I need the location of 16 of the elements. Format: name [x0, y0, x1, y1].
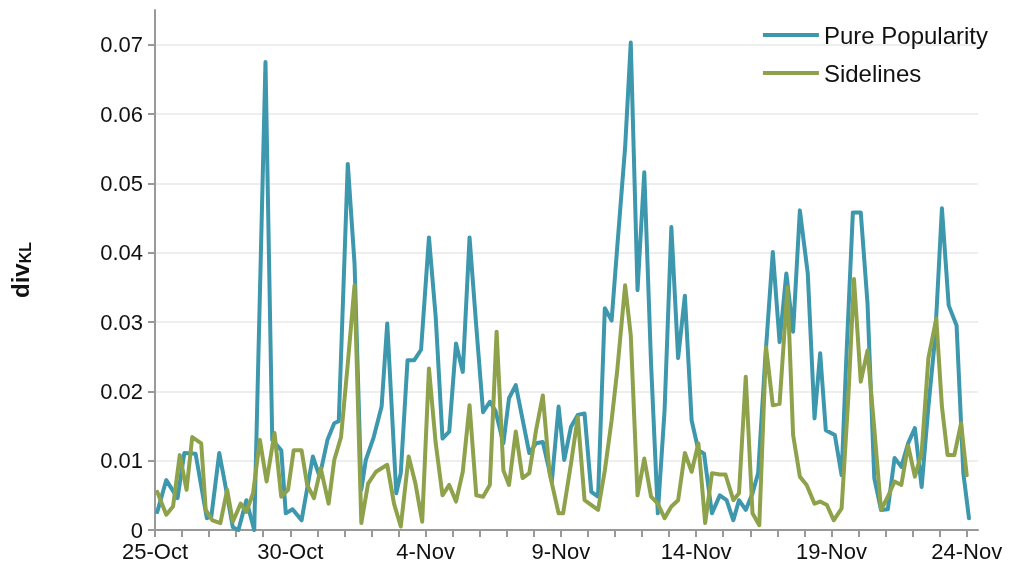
y-axis-title: divKL [6, 241, 34, 299]
y-tick-label: 0.07 [100, 32, 143, 58]
x-tick-label: 19-Nov [795, 538, 867, 564]
x-tick-label: 9-Nov [531, 538, 591, 564]
x-tick-label: 14-Nov [660, 538, 732, 564]
x-tick-label: 30-Oct [257, 538, 324, 564]
y-tick-label: 0.01 [100, 448, 143, 474]
y-tick-label: 0.04 [100, 240, 143, 266]
legend-label: Pure Popularity [823, 21, 989, 49]
y-tick-label: 0.06 [100, 101, 143, 127]
y-tick-label: 0.05 [100, 170, 143, 196]
y-tick-label: 0.03 [100, 309, 143, 335]
x-tick-label: 4-Nov [396, 538, 455, 564]
y-tick-label: 0.02 [100, 378, 143, 404]
legend-label: Sidelines [823, 59, 922, 87]
x-tick-label: 24-Nov [931, 538, 1003, 564]
